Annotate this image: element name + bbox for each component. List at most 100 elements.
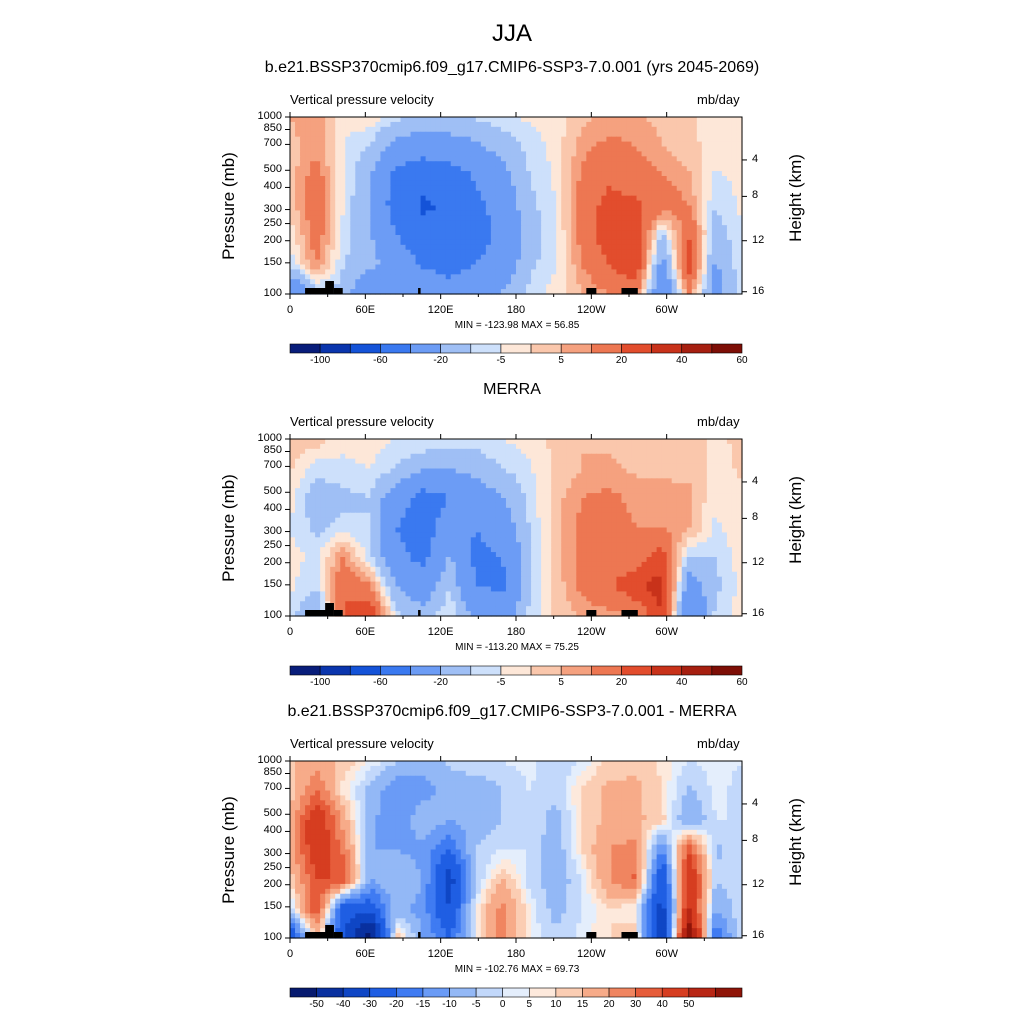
- field-cell: [445, 146, 452, 153]
- field-cell: [731, 195, 738, 202]
- field-cell: [666, 176, 673, 182]
- field-cell: [571, 200, 577, 207]
- field-cell: [556, 180, 562, 187]
- field-cell: [581, 176, 587, 182]
- field-cell: [495, 156, 502, 162]
- field-cell: [455, 180, 462, 187]
- field-cell: [626, 180, 633, 187]
- field-cell: [611, 185, 618, 192]
- field-cell: [380, 171, 387, 177]
- field-cell: [430, 200, 437, 207]
- field-cell: [566, 166, 572, 172]
- field-cell: [666, 141, 673, 148]
- field-cell: [425, 117, 432, 123]
- field-cell: [711, 141, 718, 148]
- field-cell: [516, 200, 522, 207]
- field-cell: [305, 117, 311, 123]
- field-cell: [631, 121, 638, 128]
- field-cell: [345, 136, 351, 143]
- field-cell: [500, 210, 507, 216]
- field-cell: [681, 136, 688, 143]
- field-cell: [721, 161, 728, 167]
- field-cell: [320, 126, 326, 133]
- field-cell: [420, 141, 427, 148]
- field-cell: [405, 156, 412, 162]
- field-cell: [661, 200, 668, 207]
- field-cell: [395, 131, 402, 138]
- field-cell: [330, 190, 336, 197]
- field-cell: [716, 215, 723, 221]
- field-cell: [586, 171, 592, 177]
- field-cell: [651, 176, 658, 182]
- field-cell: [380, 190, 387, 197]
- field-cell: [510, 210, 517, 216]
- field-cell: [641, 126, 648, 133]
- field-cell: [390, 126, 397, 133]
- field-cell: [425, 200, 432, 207]
- field-cell: [300, 146, 306, 153]
- field-cell: [410, 195, 417, 202]
- field-cell: [641, 185, 648, 192]
- field-cell: [606, 195, 613, 202]
- field-cell: [706, 185, 713, 192]
- field-cell: [415, 131, 422, 138]
- field-cell: [656, 156, 663, 162]
- field-cell: [586, 156, 592, 162]
- units-label: mb/day: [697, 92, 740, 107]
- field-cell: [325, 195, 331, 202]
- field-cell: [465, 126, 472, 133]
- field-cell: [310, 200, 316, 207]
- field-cell: [686, 180, 693, 187]
- field-cell: [405, 180, 412, 187]
- field-cell: [601, 185, 607, 192]
- field-cell: [340, 210, 346, 216]
- field-cell: [480, 176, 487, 182]
- field-cell: [415, 136, 422, 143]
- field-cell: [440, 146, 447, 153]
- field-cell: [480, 117, 487, 123]
- field-cell: [691, 195, 698, 202]
- field-cell: [516, 185, 522, 192]
- field-cell: [465, 121, 472, 128]
- field-cell: [470, 171, 477, 177]
- field-cell: [335, 156, 341, 162]
- field-cell: [395, 200, 402, 207]
- field-cell: [541, 126, 547, 133]
- field-cell: [305, 156, 311, 162]
- field-cell: [661, 121, 668, 128]
- field-cell: [435, 210, 442, 216]
- field-cell: [721, 146, 728, 153]
- field-cell: [510, 205, 517, 212]
- field-cell: [526, 185, 532, 192]
- field-cell: [490, 126, 497, 133]
- field-cell: [345, 126, 351, 133]
- field-cell: [325, 190, 331, 197]
- field-cell: [400, 151, 407, 157]
- field-cell: [646, 215, 653, 221]
- field-cell: [631, 141, 638, 148]
- field-cell: [626, 166, 633, 172]
- field-cell: [661, 185, 668, 192]
- field-cell: [611, 200, 618, 207]
- field-cell: [696, 126, 703, 133]
- field-cell: [345, 146, 351, 153]
- field-cell: [460, 151, 467, 157]
- field-cell: [510, 176, 517, 182]
- field-cell: [320, 205, 326, 212]
- field-cell: [400, 171, 407, 177]
- field-cell: [405, 136, 412, 143]
- field-cell: [736, 210, 743, 216]
- field-cell: [576, 215, 582, 221]
- field-cell: [335, 121, 341, 128]
- field-cell: [716, 136, 723, 143]
- field-cell: [370, 190, 376, 197]
- field-cell: [510, 215, 517, 221]
- field-cell: [736, 180, 743, 187]
- field-cell: [490, 205, 497, 212]
- field-cell: [395, 210, 402, 216]
- field-cell: [631, 136, 638, 143]
- field-cell: [435, 161, 442, 167]
- field-cell: [440, 210, 447, 216]
- field-cell: [631, 131, 638, 138]
- field-cell: [586, 126, 592, 133]
